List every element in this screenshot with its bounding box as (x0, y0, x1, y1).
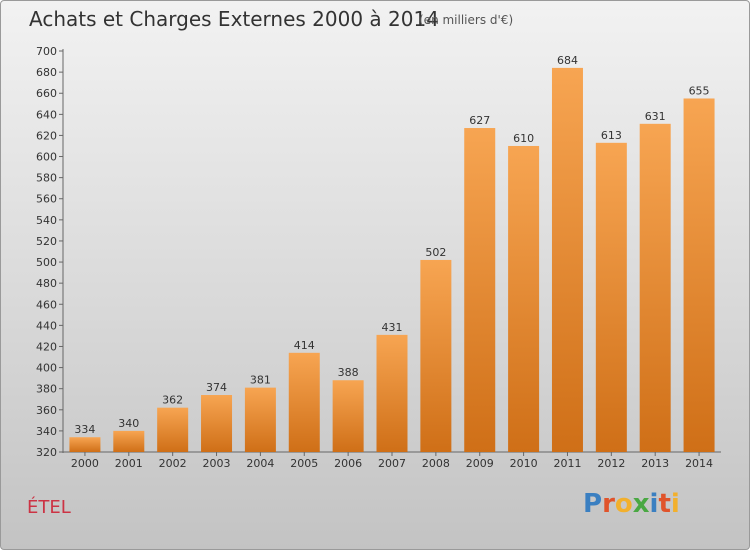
x-tick-label-2004: 2004 (246, 457, 274, 470)
x-tick-label-2005: 2005 (290, 457, 318, 470)
data-label-2007: 431 (382, 321, 403, 334)
data-label-2008: 502 (425, 246, 446, 259)
logo-letter: t (658, 489, 671, 519)
y-tick-label: 520 (36, 235, 57, 248)
data-label-2006: 388 (338, 366, 359, 379)
data-label-2010: 610 (513, 132, 534, 145)
y-tick-label: 600 (36, 151, 57, 164)
bar-2009 (464, 128, 496, 452)
bar-2011 (551, 67, 583, 452)
data-label-2014: 655 (689, 84, 710, 97)
y-tick-label: 660 (36, 87, 57, 100)
logo-letter: P (583, 489, 603, 519)
x-tick-label-2002: 2002 (159, 457, 187, 470)
x-tick-label-2010: 2010 (510, 457, 538, 470)
data-label-2012: 613 (601, 129, 622, 142)
bar-2003 (201, 395, 233, 452)
data-label-2002: 362 (162, 394, 183, 407)
data-label-2001: 340 (118, 417, 139, 430)
x-tick-label-2014: 2014 (685, 457, 713, 470)
data-label-2000: 334 (74, 423, 95, 436)
y-tick-label: 400 (36, 362, 57, 375)
x-tick-label-2007: 2007 (378, 457, 406, 470)
x-tick-label-2013: 2013 (641, 457, 669, 470)
y-tick-label: 360 (36, 404, 57, 417)
data-label-2003: 374 (206, 381, 227, 394)
data-label-2004: 381 (250, 374, 271, 387)
x-tick-label-2000: 2000 (71, 457, 99, 470)
y-tick-label: 420 (36, 340, 57, 353)
logo-letter: i (649, 489, 659, 519)
x-tick-label-2012: 2012 (597, 457, 625, 470)
y-tick-label: 460 (36, 298, 57, 311)
y-tick-label: 380 (36, 383, 57, 396)
y-tick-label: 560 (36, 193, 57, 206)
bar-2014 (683, 98, 715, 452)
y-tick-label: 480 (36, 277, 57, 290)
logo-letter: i (670, 489, 680, 519)
commune-name: ÉTEL (27, 497, 71, 518)
bar-2008 (420, 259, 452, 452)
x-tick-label-2008: 2008 (422, 457, 450, 470)
bar-2012 (595, 142, 627, 452)
y-tick-label: 440 (36, 319, 57, 332)
x-tick-label-2003: 2003 (203, 457, 231, 470)
chart-unit: (en milliers d'€) (419, 13, 514, 27)
bar-2013 (639, 123, 671, 452)
y-tick-label: 320 (36, 446, 57, 459)
bar-2001 (113, 430, 145, 452)
x-tick-label-2011: 2011 (553, 457, 581, 470)
bar-2000 (69, 437, 101, 452)
y-tick-label: 500 (36, 256, 57, 269)
x-tick-label-2009: 2009 (466, 457, 494, 470)
logo-letter: x (632, 489, 650, 519)
y-tick-label: 680 (36, 66, 57, 79)
x-tick-label-2006: 2006 (334, 457, 362, 470)
data-label-2005: 414 (294, 339, 315, 352)
data-label-2009: 627 (469, 114, 490, 127)
y-tick-label: 580 (36, 172, 57, 185)
data-label-2013: 631 (645, 110, 666, 123)
y-tick-label: 340 (36, 425, 57, 438)
chart-title: Achats et Charges Externes 2000 à 2014 (29, 7, 439, 31)
data-label-2011: 684 (557, 54, 578, 67)
y-tick-label: 700 (36, 45, 57, 58)
bar-2006 (332, 380, 364, 452)
bar-2002 (157, 407, 189, 452)
x-tick-label-2001: 2001 (115, 457, 143, 470)
logo-letter: o (614, 489, 633, 519)
y-tick-label: 640 (36, 108, 57, 121)
y-tick-label: 540 (36, 214, 57, 227)
bar-2010 (508, 145, 540, 452)
proxiti-logo: Proxiti (583, 489, 680, 519)
bar-2004 (244, 387, 276, 452)
logo-letter: r (602, 489, 615, 519)
bar-2005 (288, 352, 320, 452)
y-tick-label: 620 (36, 129, 57, 142)
bar-2007 (376, 334, 408, 452)
